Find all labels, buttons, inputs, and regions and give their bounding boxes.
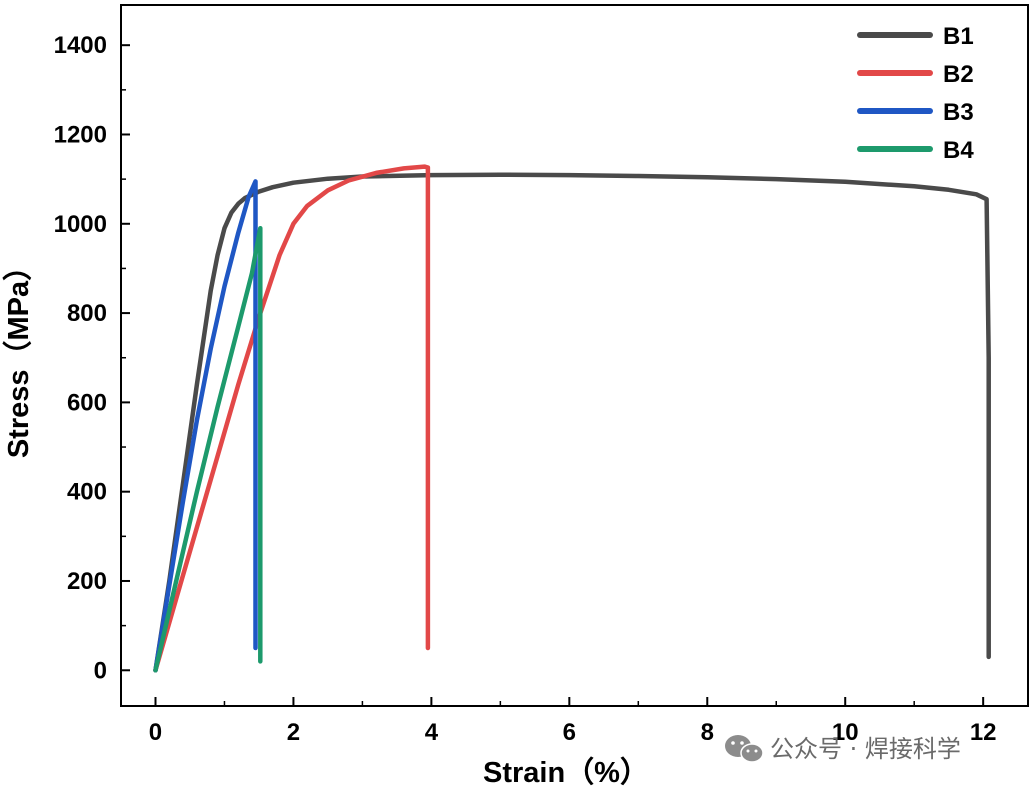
y-tick-label: 1400 <box>54 32 107 59</box>
series-group <box>153 164 991 673</box>
series-line-b4 <box>153 225 263 673</box>
legend-label-b1: B1 <box>943 23 974 50</box>
legend-label-b4: B4 <box>943 137 974 164</box>
watermark-text: 公众号 · 焊接科学 <box>770 735 961 763</box>
legend-label-b3: B3 <box>943 99 974 126</box>
x-axis-title: Strain（%） <box>483 756 649 789</box>
y-axis: 0 200 400 600 800 1000 1200 1400 <box>54 32 130 684</box>
y-tick-label: 400 <box>67 479 107 506</box>
plot-frame <box>120 4 1029 707</box>
y-tick-label: 800 <box>67 300 107 327</box>
series-line-b1 <box>153 172 991 673</box>
x-tick-label: 10 <box>832 719 859 746</box>
watermark: 公众号 · 焊接科学 <box>725 735 961 763</box>
x-tick-label: 6 <box>563 719 576 746</box>
x-tick-label: 4 <box>425 719 439 746</box>
y-tick-label: 0 <box>94 657 107 684</box>
legend: B1 B2 B3 B4 <box>857 23 974 164</box>
y-tick-label: 1200 <box>54 121 107 148</box>
y-tick-label: 600 <box>67 389 107 416</box>
y-axis-title: Stress（MPa） <box>2 252 35 458</box>
x-tick-label: 8 <box>701 719 714 746</box>
y-tick-label: 1000 <box>54 211 107 238</box>
x-tick-label: 12 <box>970 719 997 746</box>
y-tick-label: 200 <box>67 568 107 595</box>
series-line-b2 <box>153 164 431 673</box>
legend-label-b2: B2 <box>943 61 974 88</box>
x-tick-label: 2 <box>287 719 300 746</box>
x-tick-label: 0 <box>149 719 162 746</box>
x-axis: 0 2 4 6 8 10 12 <box>149 697 997 746</box>
wechat-icon <box>725 735 764 763</box>
